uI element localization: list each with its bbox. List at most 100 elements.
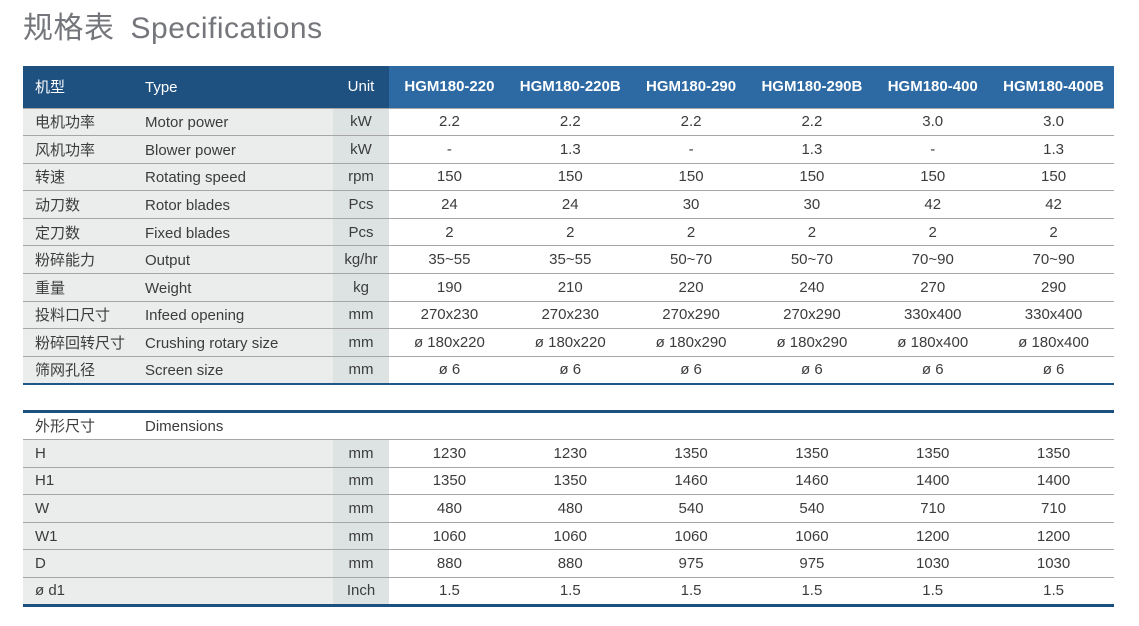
row-unit: Pcs	[333, 217, 389, 246]
row-value: 150	[751, 162, 873, 191]
row-value: 1350	[389, 466, 510, 495]
row-label: 重量 Weight	[23, 273, 333, 302]
row-label-en: Crushing rotary size	[145, 335, 279, 353]
row-value: 1060	[509, 521, 631, 550]
row-value: 50~70	[751, 245, 873, 274]
row-value: 1230	[389, 438, 510, 468]
row-value: 2.2	[751, 107, 873, 136]
row-value: ø 180x220	[389, 328, 510, 357]
spec-row: 粉碎能力 Output kg/hr 35~55 35~55 50~70 50~70 70~90…	[23, 245, 1114, 274]
row-value: 1350	[509, 466, 631, 495]
row-value: 2	[509, 217, 631, 246]
row-unit: kg	[333, 273, 389, 302]
row-value: -	[630, 135, 752, 164]
page-title-en: Specifications	[130, 12, 323, 45]
spec-table-body: 电机功率 Motor power kW 2.2 2.2 2.2 2.2 3.0 3.0 风机功率 B…	[23, 107, 1114, 384]
row-value: 1.5	[993, 576, 1114, 605]
row-value: 2.2	[630, 107, 752, 136]
model-column-header: HGM180-220	[389, 66, 510, 108]
row-unit: mm	[333, 521, 389, 550]
row-unit: mm	[333, 300, 389, 329]
row-label-cn: 筛网孔径	[35, 362, 96, 380]
row-value: 880	[389, 549, 510, 578]
row-unit: mm	[333, 438, 389, 468]
row-value: 35~55	[389, 245, 510, 274]
row-value: 150	[630, 162, 752, 191]
spec-row: 风机功率 Blower power kW -1.3-1.3-1.3	[23, 135, 1114, 164]
row-value: -	[872, 135, 994, 164]
row-value: -	[389, 135, 510, 164]
row-label: H	[23, 438, 333, 468]
row-value: 710	[872, 494, 994, 523]
row-value: 1400	[993, 466, 1114, 495]
spec-table: 机型 Type Unit HGM180-220 HGM180-220B HGM180-…	[23, 66, 1114, 385]
spec-row: 转速 Rotating speed rpm 150 150 150 150 150 150	[23, 162, 1114, 191]
row-value: 1030	[993, 549, 1114, 578]
row-value: ø 6	[993, 355, 1114, 384]
row-value: 2	[751, 217, 873, 246]
spec-row: 定刀数 Fixed blades Pcs 2 2 2 2 2 2	[23, 217, 1114, 246]
row-label: 风机功率 Blower power	[23, 135, 333, 164]
row-unit: mm	[333, 355, 389, 384]
dimensions-section-label: 外形尺寸 Dimensions	[23, 411, 1114, 440]
row-value: 1230	[509, 438, 631, 468]
row-label: 粉碎能力 Output	[23, 245, 333, 274]
spec-row: 粉碎回转尺寸 Crushing rotary size mm ø 180x220 ø 1…	[23, 328, 1114, 357]
row-label-en: Rotor blades	[145, 197, 231, 215]
row-value: 1030	[872, 549, 994, 578]
row-value: ø 180x400	[872, 328, 994, 357]
row-value: 1.5	[389, 576, 510, 605]
row-value: 1060	[389, 521, 510, 550]
model-column-header: HGM180-400B	[993, 66, 1114, 108]
row-value: 270x230	[509, 300, 631, 329]
row-value: 3.0	[872, 107, 994, 136]
row-unit: Pcs	[333, 190, 389, 219]
row-label-en: Output	[145, 252, 191, 270]
row-label: 筛网孔径 Screen size	[23, 355, 333, 384]
row-label: 电机功率 Motor power	[23, 107, 333, 136]
row-value: 975	[630, 549, 752, 578]
dimension-row: H1 mm 1350 1350 1460 1460 1400 1400	[23, 466, 1114, 495]
row-label-cn: 动刀数	[35, 197, 81, 215]
row-value: 220	[630, 273, 752, 302]
row-value: 24	[509, 190, 631, 219]
row-value: 150	[389, 162, 510, 191]
row-label: 动刀数 Rotor blades	[23, 190, 333, 219]
dimension-row: W1 mm 1060 1060 1060 1060 1200 1200	[23, 521, 1114, 550]
spec-row: 投料口尺寸 Infeed opening mm 270x230 270x230 270x2…	[23, 300, 1114, 329]
row-value: 2	[872, 217, 994, 246]
row-value: ø 180x400	[993, 328, 1114, 357]
row-value: 1200	[872, 521, 994, 550]
row-value: 3.0	[993, 107, 1114, 136]
row-value: 150	[509, 162, 631, 191]
row-value: 1200	[993, 521, 1114, 550]
row-value: 24	[389, 190, 510, 219]
row-value: 210	[509, 273, 631, 302]
row-value: 1.5	[751, 576, 873, 605]
row-value: ø 6	[389, 355, 510, 384]
row-value: 330x400	[872, 300, 994, 329]
row-label: 定刀数 Fixed blades	[23, 217, 333, 246]
row-label-en: Screen size	[145, 362, 224, 380]
row-value: 70~90	[872, 245, 994, 274]
row-value: 50~70	[630, 245, 752, 274]
row-value: 2	[993, 217, 1114, 246]
row-value: 270x290	[630, 300, 752, 329]
row-value: 290	[993, 273, 1114, 302]
row-unit: kW	[333, 135, 389, 164]
row-label: W	[23, 494, 333, 523]
row-label-cn: 粉碎能力	[35, 252, 96, 270]
type-header-cn: 机型	[35, 79, 66, 97]
row-value: 35~55	[509, 245, 631, 274]
dimensions-section-cn: 外形尺寸	[35, 418, 96, 436]
row-value: ø 180x290	[751, 328, 873, 357]
row-label-en: Infeed opening	[145, 307, 245, 325]
model-column-header: HGM180-400	[872, 66, 994, 108]
row-unit: mm	[333, 328, 389, 357]
spec-table-header-row: 机型 Type Unit HGM180-220 HGM180-220B HGM180-…	[23, 66, 1114, 108]
row-label: 转速 Rotating speed	[23, 162, 333, 191]
